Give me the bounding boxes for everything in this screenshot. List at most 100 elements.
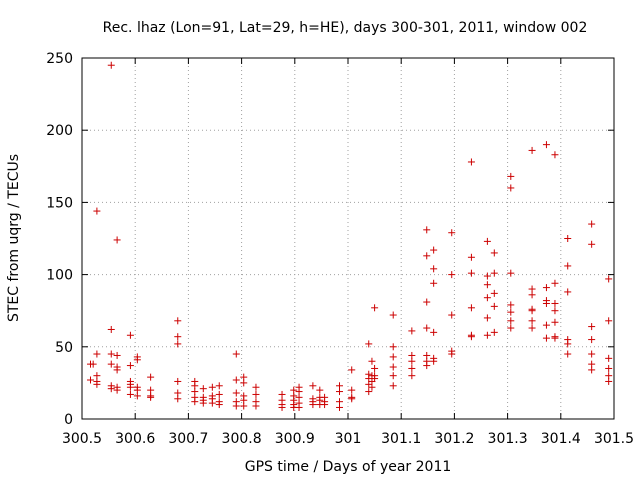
data-point <box>252 383 260 391</box>
data-point <box>371 304 379 312</box>
data-point <box>605 364 613 372</box>
y-tick-label: 250 <box>46 51 73 67</box>
data-point <box>423 226 431 234</box>
data-point <box>199 385 207 393</box>
data-point <box>389 382 397 390</box>
data-point <box>483 294 491 302</box>
data-point <box>389 311 397 319</box>
x-tick-label: 300.9 <box>275 431 315 447</box>
data-point <box>588 220 596 228</box>
data-point <box>365 388 373 396</box>
x-tick-label: 301.1 <box>381 431 421 447</box>
data-point <box>113 351 121 359</box>
data-point <box>423 324 431 332</box>
data-point <box>490 289 498 297</box>
data-point <box>430 265 438 273</box>
data-point <box>490 302 498 310</box>
data-point <box>483 237 491 245</box>
data-point <box>542 299 550 307</box>
data-point <box>551 279 559 287</box>
data-point <box>564 350 572 358</box>
data-point <box>605 317 613 325</box>
data-point <box>107 350 115 358</box>
data-point <box>252 402 260 410</box>
data-point <box>389 372 397 380</box>
data-point <box>467 253 475 261</box>
data-point <box>551 307 559 315</box>
data-point <box>507 301 515 309</box>
data-point <box>133 392 141 400</box>
data-point <box>542 334 550 342</box>
data-point <box>564 340 572 348</box>
data-point <box>208 383 216 391</box>
axis-ticks <box>81 57 615 420</box>
data-point <box>215 390 223 398</box>
data-point <box>147 373 155 381</box>
data-point <box>389 363 397 371</box>
data-point <box>542 284 550 292</box>
y-tick-label: 200 <box>46 123 73 139</box>
data-point <box>93 380 101 388</box>
data-point <box>588 350 596 358</box>
grid-lines <box>82 58 614 419</box>
data-point <box>490 269 498 277</box>
data-point <box>528 324 536 332</box>
data-point <box>467 304 475 312</box>
data-point <box>113 236 121 244</box>
data-point <box>430 328 438 336</box>
data-point <box>321 401 329 409</box>
data-point <box>423 362 431 370</box>
data-point <box>467 158 475 166</box>
data-point <box>430 246 438 254</box>
data-point <box>174 333 182 341</box>
data-point <box>467 269 475 277</box>
data-point <box>389 343 397 351</box>
data-point <box>309 382 317 390</box>
data-point <box>368 357 376 365</box>
data-point <box>528 317 536 325</box>
x-tick-label: 300.6 <box>115 431 155 447</box>
data-point <box>564 262 572 270</box>
data-point <box>316 386 324 394</box>
data-point <box>199 399 207 407</box>
data-point <box>309 401 317 409</box>
data-point <box>423 252 431 260</box>
data-point <box>107 385 115 393</box>
data-point <box>483 272 491 280</box>
data-point <box>408 357 416 365</box>
data-point <box>174 317 182 325</box>
data-point <box>240 402 248 410</box>
y-axis-label: STEC from uqrg / TECUs <box>6 154 22 322</box>
data-point <box>430 357 438 365</box>
data-point <box>490 328 498 336</box>
data-point <box>588 366 596 374</box>
data-point <box>348 386 356 394</box>
data-point <box>252 390 260 398</box>
data-point <box>93 207 101 215</box>
data-point <box>430 279 438 287</box>
data-point <box>278 403 286 411</box>
data-point <box>371 375 379 383</box>
data-point <box>113 366 121 374</box>
data-point <box>232 402 240 410</box>
data-point <box>507 184 515 192</box>
data-point <box>89 360 97 368</box>
data-point <box>551 299 559 307</box>
data-point <box>174 340 182 348</box>
data-point <box>389 353 397 361</box>
y-tick-label: 150 <box>46 195 73 211</box>
data-point <box>564 235 572 242</box>
y-tick-label: 50 <box>55 340 73 356</box>
data-point <box>368 383 376 391</box>
x-tick-label: 301.4 <box>541 431 581 447</box>
data-point <box>232 350 240 358</box>
data-point <box>408 327 416 335</box>
data-point <box>365 380 373 388</box>
data-point <box>490 249 498 257</box>
data-point <box>240 379 248 387</box>
data-point <box>174 395 182 403</box>
data-point <box>507 324 515 332</box>
data-point <box>93 350 101 358</box>
data-point <box>483 314 491 322</box>
data-point <box>147 393 155 401</box>
